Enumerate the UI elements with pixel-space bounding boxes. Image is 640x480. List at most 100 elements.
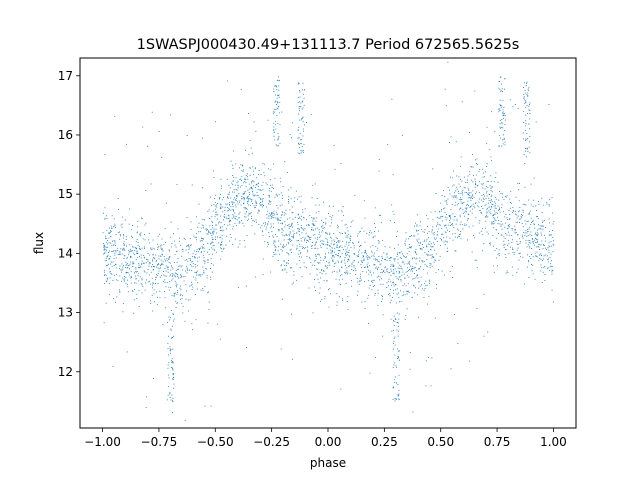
- data-point: [212, 248, 214, 250]
- data-point: [504, 226, 506, 228]
- data-point: [386, 256, 388, 258]
- data-point: [106, 246, 108, 248]
- data-point: [262, 189, 264, 191]
- data-point: [494, 207, 496, 209]
- data-point: [245, 216, 247, 218]
- data-point: [482, 187, 484, 189]
- data-point: [175, 300, 177, 302]
- data-point: [435, 253, 437, 255]
- data-point: [351, 285, 353, 287]
- data-point: [460, 156, 462, 158]
- data-point: [340, 210, 342, 212]
- data-point: [375, 226, 376, 228]
- data-point: [298, 196, 300, 198]
- data-point: [144, 234, 145, 235]
- data-point: [275, 94, 276, 96]
- data-point: [233, 150, 234, 152]
- data-point: [371, 232, 373, 234]
- data-point: [326, 280, 328, 281]
- data-point: [242, 171, 244, 173]
- data-point: [518, 200, 520, 202]
- data-point: [503, 199, 505, 200]
- data-point: [240, 89, 242, 90]
- data-point: [257, 212, 259, 214]
- data-point: [328, 306, 330, 308]
- data-point: [523, 232, 525, 233]
- data-point: [168, 354, 169, 356]
- data-point: [215, 121, 216, 123]
- data-point: [402, 253, 403, 255]
- data-point: [135, 282, 137, 284]
- data-point: [212, 264, 214, 266]
- data-point: [173, 273, 175, 275]
- data-point: [308, 237, 310, 238]
- data-point: [524, 92, 526, 94]
- data-point: [169, 262, 171, 264]
- data-point: [302, 228, 304, 230]
- data-point: [138, 290, 140, 292]
- data-point: [360, 273, 361, 275]
- data-point: [297, 228, 298, 230]
- data-point: [396, 329, 398, 331]
- data-point: [349, 240, 351, 241]
- data-point: [344, 272, 346, 273]
- data-point: [113, 240, 115, 242]
- data-point: [169, 397, 171, 398]
- data-point: [203, 225, 205, 227]
- data-point: [529, 113, 531, 114]
- data-point: [456, 175, 458, 177]
- data-point: [134, 289, 135, 290]
- data-point: [508, 252, 510, 254]
- data-point: [254, 220, 255, 222]
- data-point: [162, 254, 163, 256]
- data-point: [312, 229, 314, 231]
- data-point: [425, 360, 427, 362]
- data-point: [230, 197, 232, 199]
- data-point: [254, 168, 256, 169]
- data-point: [196, 270, 198, 272]
- data-point: [393, 283, 395, 285]
- data-point: [132, 252, 134, 254]
- data-point: [395, 289, 397, 291]
- data-point: [449, 216, 451, 218]
- data-point: [535, 205, 537, 207]
- data-point: [256, 221, 257, 223]
- data-point: [452, 277, 454, 278]
- data-point: [436, 234, 438, 236]
- data-point: [160, 264, 162, 266]
- data-point: [289, 134, 291, 135]
- data-point: [262, 235, 264, 236]
- data-point: [138, 248, 140, 250]
- data-point: [413, 284, 414, 286]
- data-point: [436, 217, 438, 218]
- data-point: [207, 259, 209, 260]
- data-point: [395, 398, 397, 400]
- data-point: [434, 239, 436, 240]
- data-point: [169, 348, 171, 350]
- data-point: [236, 182, 238, 184]
- data-point: [325, 273, 327, 275]
- data-point: [300, 227, 302, 228]
- data-point: [337, 241, 339, 243]
- data-point: [337, 260, 339, 262]
- data-point: [529, 109, 531, 111]
- data-point: [525, 239, 527, 241]
- data-point: [380, 222, 382, 224]
- data-point: [377, 289, 379, 291]
- data-point: [124, 219, 126, 221]
- data-point: [382, 239, 383, 241]
- data-point: [241, 198, 243, 199]
- data-point: [494, 219, 496, 221]
- data-point: [412, 411, 414, 413]
- data-point: [231, 217, 233, 219]
- data-point: [516, 240, 518, 242]
- data-point: [160, 247, 162, 249]
- data-point: [221, 244, 223, 245]
- data-point: [424, 263, 426, 265]
- data-point: [431, 229, 433, 231]
- data-point: [422, 231, 424, 233]
- data-point: [113, 265, 115, 266]
- x-tick-label: 0.00: [315, 435, 342, 449]
- data-point: [235, 199, 236, 201]
